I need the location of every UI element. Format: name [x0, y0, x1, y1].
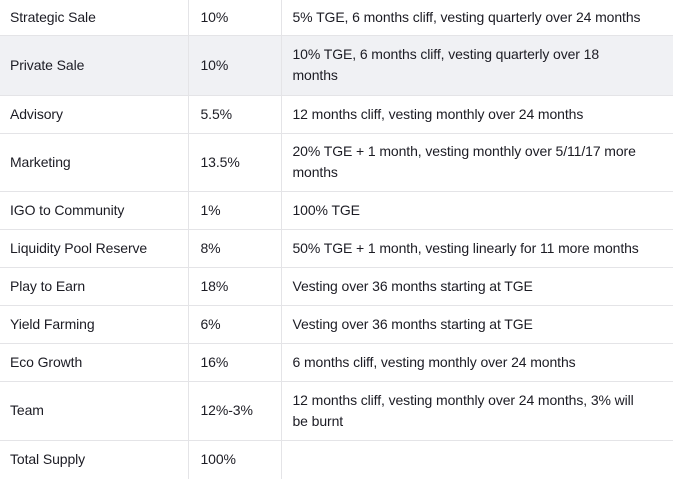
- category-cell: Eco Growth: [0, 343, 189, 382]
- percent-cell: 13.5%: [188, 133, 282, 192]
- category-cell: Team: [0, 381, 189, 441]
- percent-cell: 10%: [188, 35, 282, 96]
- vesting-cell: 6 months cliff, vesting monthly over 24 …: [281, 343, 673, 382]
- vesting-cell: 50% TGE + 1 month, vesting linearly for …: [281, 229, 673, 268]
- table-row: Liquidity Pool Reserve 8% 50% TGE + 1 mo…: [0, 229, 673, 268]
- vesting-cell: 20% TGE + 1 month, vesting monthly over …: [281, 133, 673, 192]
- percent-cell: 1%: [188, 191, 282, 230]
- category-cell: Marketing: [0, 133, 189, 192]
- category-cell: Strategic Sale: [0, 0, 189, 36]
- percent-cell: 8%: [188, 229, 282, 268]
- percent-cell: 12%-3%: [188, 381, 282, 441]
- table-row: Strategic Sale 10% 5% TGE, 6 months clif…: [0, 0, 673, 36]
- category-cell: Yield Farming: [0, 305, 189, 344]
- vesting-cell: 12 months cliff, vesting monthly over 24…: [281, 95, 673, 134]
- percent-cell: 10%: [188, 0, 282, 36]
- vesting-cell: 100% TGE: [281, 191, 673, 230]
- table-row: Private Sale 10% 10% TGE, 6 months cliff…: [0, 35, 673, 96]
- percent-cell: 100%: [188, 440, 282, 479]
- percent-cell: 16%: [188, 343, 282, 382]
- vesting-cell: 10% TGE, 6 months cliff, vesting quarter…: [281, 35, 673, 96]
- vesting-cell: Vesting over 36 months starting at TGE: [281, 267, 673, 306]
- vesting-cell: [281, 440, 673, 479]
- table-row: Advisory 5.5% 12 months cliff, vesting m…: [0, 95, 673, 134]
- category-cell: Advisory: [0, 95, 189, 134]
- category-cell: Play to Earn: [0, 267, 189, 306]
- vesting-cell: 12 months cliff, vesting monthly over 24…: [281, 381, 673, 441]
- percent-cell: 6%: [188, 305, 282, 344]
- table-row: Eco Growth 16% 6 months cliff, vesting m…: [0, 343, 673, 382]
- table-row: Yield Farming 6% Vesting over 36 months …: [0, 305, 673, 344]
- category-cell: Liquidity Pool Reserve: [0, 229, 189, 268]
- vesting-cell: 5% TGE, 6 months cliff, vesting quarterl…: [281, 0, 673, 36]
- table-row: Team 12%-3% 12 months cliff, vesting mon…: [0, 381, 673, 441]
- table-row: Marketing 13.5% 20% TGE + 1 month, vesti…: [0, 133, 673, 192]
- category-cell: IGO to Community: [0, 191, 189, 230]
- table-row: Total Supply 100%: [0, 440, 673, 479]
- table-row: IGO to Community 1% 100% TGE: [0, 191, 673, 230]
- percent-cell: 18%: [188, 267, 282, 306]
- vesting-cell: Vesting over 36 months starting at TGE: [281, 305, 673, 344]
- category-cell: Total Supply: [0, 440, 189, 479]
- percent-cell: 5.5%: [188, 95, 282, 134]
- table-row: Play to Earn 18% Vesting over 36 months …: [0, 267, 673, 306]
- category-cell: Private Sale: [0, 35, 189, 96]
